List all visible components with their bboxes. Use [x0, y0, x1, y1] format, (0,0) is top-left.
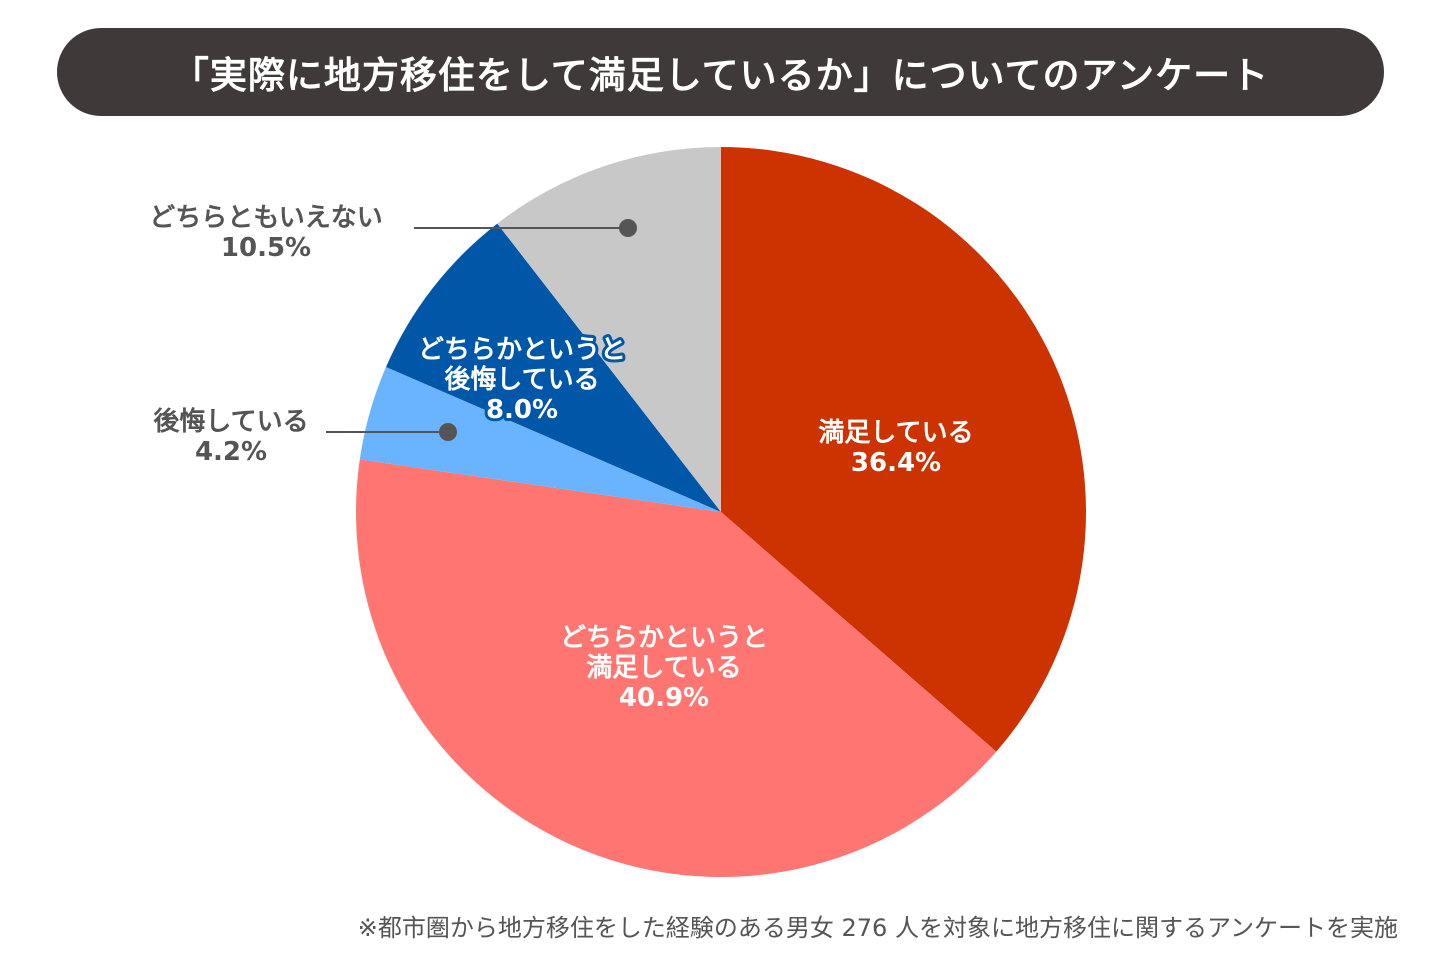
slice-name-label: 満足している [586, 653, 741, 683]
chart-title: 「実際に地方移住をして満足しているか」についてのアンケート [171, 54, 1270, 97]
title-banner: 「実際に地方移住をして満足しているか」についてのアンケート [57, 28, 1384, 116]
inside-label-1: どちらかというと満足している 40.9% [560, 623, 768, 713]
slice-value-label: 40.9% [619, 683, 709, 713]
slice-value-label: 10.5% [221, 233, 311, 263]
slice-name-label: 後悔している [153, 406, 308, 437]
leader-dot-2 [439, 423, 457, 441]
inside-label-0: 満足している 36.4% [818, 418, 973, 478]
pie-slices [356, 147, 1086, 878]
slice-name-label: どちらともいえない [149, 203, 382, 233]
pie-slice-1 [356, 459, 997, 878]
leader-lines [326, 219, 637, 441]
leader-dot-4 [619, 219, 637, 237]
slice-name-label: 後悔している [444, 364, 599, 395]
pie-slice-2 [359, 367, 721, 512]
slice-name-label: どちらかというと [418, 335, 626, 365]
slice-name-label: どちらかというと [560, 623, 768, 653]
slice-labels: 満足している 36.4%どちらかというと満足している 40.9%後悔している 4.2%… [149, 203, 973, 713]
footnote: ※都市圏から地方移住をした経験のある男女 276 人を対象に地方移住に関するアン… [357, 914, 1398, 942]
slice-value-label: 4.2% [195, 437, 267, 467]
pie-slice-0 [721, 147, 1086, 752]
pie-slice-3 [386, 223, 721, 512]
outside-label-4: どちらともいえない 10.5% [149, 203, 382, 263]
outside-label-2: 後悔している 4.2% [153, 406, 308, 467]
slice-value-label: 36.4% [851, 448, 941, 478]
slice-value-label: 8.0% [486, 395, 558, 425]
inside-label-3: どちらかというと後悔している 8.0% [418, 335, 626, 425]
slice-name-label: 満足している [818, 418, 973, 448]
pie-slice-4 [497, 147, 721, 512]
